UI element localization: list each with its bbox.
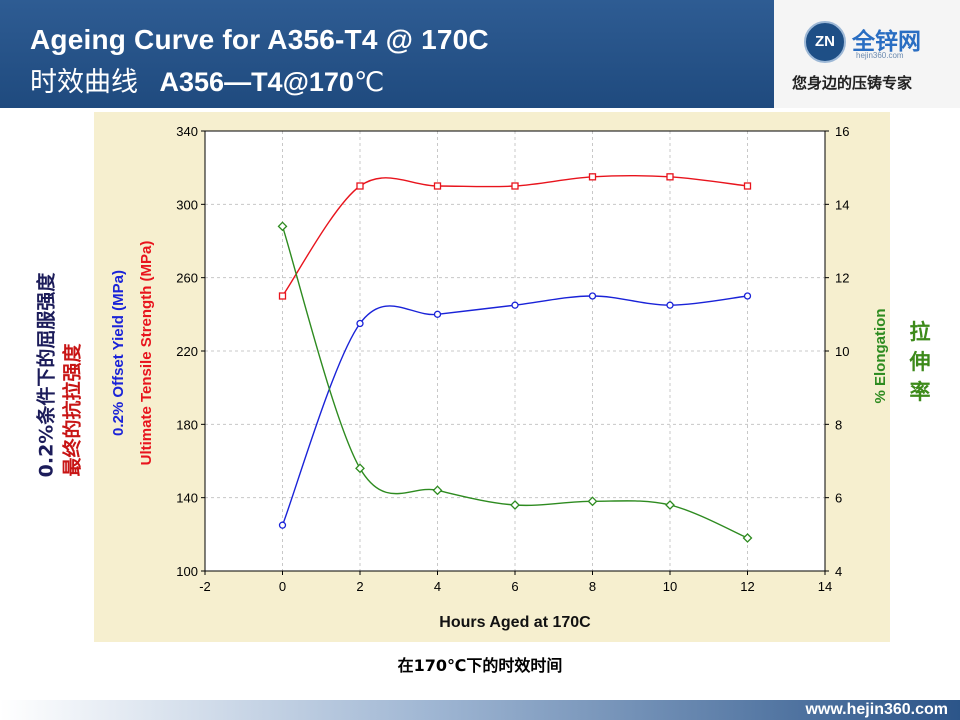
title-chinese-unit: ℃ (353, 67, 385, 97)
y-tick-label: 180 (176, 417, 198, 432)
y-tick-label: 140 (176, 491, 198, 506)
logo-name: 全锌网 (852, 29, 921, 55)
data-point-yield (743, 292, 752, 300)
side-label-elongation-cn: 拉伸率 (909, 320, 931, 404)
zn-logo-icon: ZN (804, 21, 846, 63)
x-tick-label: -2 (199, 579, 211, 594)
data-point-yield (666, 301, 674, 309)
y-axis-title-yield: 0.2% Offset Yield (MPa) (110, 270, 127, 436)
side-label-uts-cn: 最终的抗拉强度 (61, 343, 84, 477)
data-point-uts (433, 182, 442, 190)
x-tick-label: 6 (511, 579, 518, 594)
data-point-elongation (665, 500, 675, 510)
title-chinese-prefix: 时效曲线 (30, 67, 138, 97)
x-tick-label: 10 (663, 579, 677, 594)
data-point-elongation (355, 463, 365, 474)
side-label-yield-cn: 0.2%条件下的屈服强度 (35, 272, 58, 478)
y-tick-label: 100 (176, 564, 198, 579)
y-axis-title-elongation: % Elongation (872, 309, 889, 404)
data-point-elongation (432, 485, 443, 496)
title-english: Ageing Curve for A356-T4 @ 170C (30, 24, 489, 55)
x-tick-label: 12 (740, 579, 754, 594)
data-point-yield (588, 292, 597, 300)
logo-url: hejin360.com (856, 51, 904, 60)
x-tick-label: 14 (818, 579, 832, 594)
title-bar: Ageing Curve for A356-T4 @ 170C 时效曲线 A35… (0, 0, 960, 108)
y-tick-label: 340 (176, 124, 198, 139)
title-chinese: 时效曲线 A356—T4@170℃ (30, 60, 384, 99)
data-point-uts (743, 182, 752, 190)
y-axis-title-uts: Ultimate Tensile Strength (MPa) (138, 241, 155, 466)
y-tick-label: 300 (176, 197, 198, 212)
y-right-tick-label: 12 (835, 271, 849, 286)
data-point-uts (588, 173, 597, 181)
y-right-tick-label: 4 (835, 564, 842, 579)
footer-bar: www.hejin360.com (0, 700, 960, 720)
data-point-yield (278, 521, 287, 529)
y-right-tick-label: 16 (835, 124, 849, 139)
x-axis-title: Hours Aged at 170C (439, 614, 591, 631)
x-tick-label: 2 (356, 579, 363, 594)
logo-slogan: 您身边的压铸专家 (792, 74, 913, 92)
footer-url-link[interactable]: www.hejin360.com (805, 701, 948, 718)
data-point-uts (511, 182, 519, 190)
y-right-tick-label: 6 (835, 491, 842, 506)
x-tick-label: 0 (279, 579, 286, 594)
chart-caption: 在170℃下的时效时间 (397, 656, 563, 675)
data-point-elongation (277, 221, 288, 232)
data-point-uts (278, 292, 287, 300)
y-right-tick-label: 10 (835, 344, 849, 359)
y-right-tick-label: 14 (835, 197, 849, 212)
data-point-yield (433, 310, 442, 318)
data-point-yield (356, 319, 364, 328)
data-point-uts (356, 182, 364, 190)
data-point-yield (511, 301, 519, 309)
brand-logo: ZN 全锌网 hejin360.com 您身边的压铸专家 (774, 0, 960, 108)
y-tick-label: 220 (176, 344, 198, 359)
x-tick-label: 4 (434, 579, 441, 594)
data-point-elongation (510, 500, 520, 510)
data-point-elongation (742, 533, 753, 543)
x-tick-label: 8 (589, 579, 596, 594)
y-right-tick-label: 8 (835, 417, 842, 432)
data-point-elongation (587, 496, 598, 507)
y-tick-label: 260 (176, 271, 198, 286)
title-chinese-alloy: A356—T4@170 (159, 67, 354, 97)
data-point-uts (666, 173, 674, 181)
